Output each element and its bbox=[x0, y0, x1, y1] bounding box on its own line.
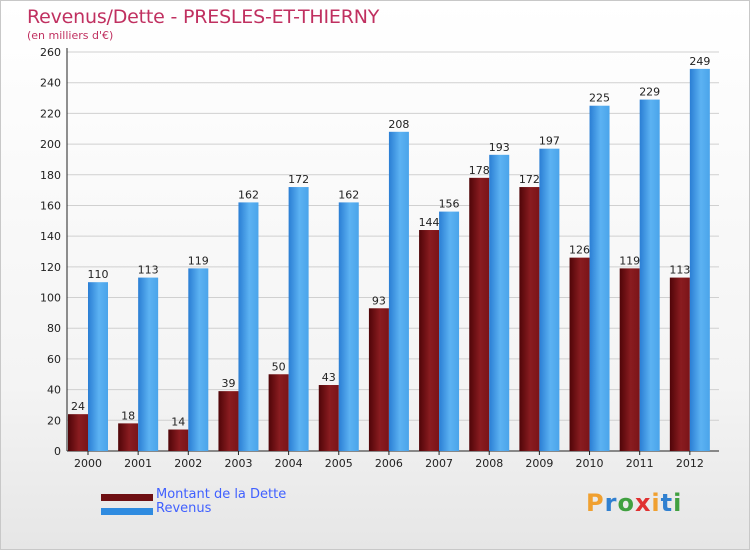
chart-subtitle: (en milliers d'€) bbox=[27, 29, 114, 42]
data-label-dette: 178 bbox=[469, 164, 490, 177]
legend-swatch-dette bbox=[101, 494, 153, 501]
data-label-revenus: 156 bbox=[439, 198, 460, 211]
data-label-revenus: 208 bbox=[388, 118, 409, 131]
data-label-revenus: 119 bbox=[188, 254, 209, 267]
x-tick-label: 2012 bbox=[676, 457, 704, 470]
x-tick-label: 2006 bbox=[375, 457, 403, 470]
data-label-revenus: 113 bbox=[138, 264, 159, 277]
bar-revenus bbox=[88, 282, 108, 451]
bar-revenus bbox=[338, 202, 359, 451]
x-tick-label: 2005 bbox=[325, 457, 353, 470]
x-tick-label: 2000 bbox=[74, 457, 102, 470]
bar-dette bbox=[419, 230, 440, 451]
y-tick-label: 160 bbox=[40, 199, 61, 212]
data-label-dette: 172 bbox=[519, 173, 540, 186]
bar-dette bbox=[569, 257, 590, 451]
x-tick-label: 2007 bbox=[425, 457, 453, 470]
logo-letter: t bbox=[660, 489, 674, 517]
data-label-revenus: 172 bbox=[288, 173, 309, 186]
y-tick-label: 240 bbox=[40, 77, 61, 90]
data-label-dette: 144 bbox=[419, 216, 440, 229]
x-tick-label: 2003 bbox=[224, 457, 252, 470]
data-label-dette: 43 bbox=[322, 371, 336, 384]
bar-revenus bbox=[589, 105, 610, 451]
y-tick-label: 0 bbox=[54, 445, 61, 458]
data-label-dette: 126 bbox=[569, 244, 590, 257]
data-label-revenus: 110 bbox=[88, 268, 109, 281]
data-label-revenus: 225 bbox=[589, 92, 610, 105]
bar-revenus bbox=[539, 148, 560, 451]
data-label-revenus: 229 bbox=[639, 86, 660, 99]
data-label-revenus: 162 bbox=[338, 188, 359, 201]
logo-letter: i bbox=[651, 489, 661, 517]
data-label-revenus: 197 bbox=[539, 135, 560, 148]
logo-letter: r bbox=[604, 489, 618, 517]
bar-revenus bbox=[439, 211, 460, 451]
bar-dette bbox=[68, 414, 88, 451]
bar-revenus bbox=[138, 277, 159, 451]
logo-letter: x bbox=[634, 489, 652, 517]
x-tick-label: 2001 bbox=[124, 457, 152, 470]
bar-dette bbox=[168, 429, 189, 451]
logo-letter: i bbox=[673, 489, 683, 517]
data-label-dette: 14 bbox=[171, 416, 185, 429]
y-tick-label: 260 bbox=[40, 46, 61, 59]
data-label-dette: 50 bbox=[272, 360, 286, 373]
data-label-dette: 113 bbox=[669, 264, 690, 277]
y-tick-label: 20 bbox=[47, 414, 61, 427]
y-tick-label: 100 bbox=[40, 292, 61, 305]
x-tick-label: 2002 bbox=[174, 457, 202, 470]
bar-revenus bbox=[388, 131, 409, 452]
y-tick-label: 200 bbox=[40, 138, 61, 151]
logo-letter: P bbox=[586, 489, 605, 517]
bar-dette bbox=[519, 187, 540, 452]
y-tick-label: 60 bbox=[47, 353, 61, 366]
x-tick-label: 2011 bbox=[626, 457, 654, 470]
y-tick-label: 80 bbox=[47, 322, 61, 335]
bar-dette bbox=[268, 374, 289, 451]
data-label-dette: 24 bbox=[71, 400, 85, 413]
x-tick-label: 2009 bbox=[525, 457, 553, 470]
bar-revenus bbox=[689, 68, 710, 451]
legend-label-revenus: Revenus bbox=[156, 501, 212, 516]
y-tick-label: 180 bbox=[40, 169, 61, 182]
bar-dette bbox=[368, 308, 389, 451]
bar-revenus bbox=[188, 268, 209, 451]
x-tick-label: 2010 bbox=[576, 457, 604, 470]
logo-letter: o bbox=[617, 489, 635, 517]
data-label-dette: 119 bbox=[619, 254, 640, 267]
bar-revenus bbox=[288, 187, 309, 452]
bar-dette bbox=[619, 268, 640, 451]
chart-title: Revenus/Dette - PRESLES-ET-THIERNY bbox=[27, 6, 380, 28]
y-tick-label: 120 bbox=[40, 261, 61, 274]
legend-label-dette: Montant de la Dette bbox=[156, 487, 287, 502]
bar-dette bbox=[318, 385, 339, 451]
data-label-dette: 18 bbox=[121, 409, 135, 422]
data-label-revenus: 162 bbox=[238, 188, 259, 201]
data-label-dette: 39 bbox=[221, 377, 235, 390]
bar-revenus bbox=[489, 154, 510, 452]
bar-revenus bbox=[238, 202, 259, 451]
data-label-revenus: 193 bbox=[489, 141, 510, 154]
x-tick-label: 2008 bbox=[475, 457, 503, 470]
bar-dette bbox=[218, 391, 239, 451]
y-tick-label: 140 bbox=[40, 230, 61, 243]
data-label-dette: 93 bbox=[372, 294, 386, 307]
proxiti-logo: Proxiti bbox=[586, 489, 682, 517]
legend-swatch-revenus bbox=[101, 508, 153, 515]
y-tick-label: 40 bbox=[47, 384, 61, 397]
x-tick-label: 2004 bbox=[275, 457, 303, 470]
bar-dette bbox=[669, 277, 690, 451]
y-tick-label: 220 bbox=[40, 107, 61, 120]
bar-revenus bbox=[639, 99, 660, 452]
data-label-revenus: 249 bbox=[689, 55, 710, 68]
bar-dette bbox=[118, 423, 139, 451]
bar-dette bbox=[469, 177, 490, 452]
